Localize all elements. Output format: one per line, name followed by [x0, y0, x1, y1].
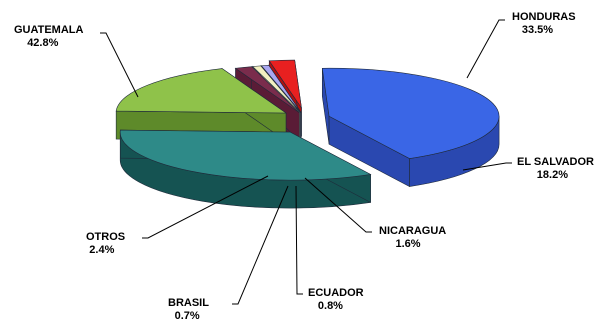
leader-line	[462, 162, 512, 171]
leader-lines	[100, 19, 512, 305]
slice-top	[234, 66, 300, 113]
slice-top	[321, 67, 500, 159]
leader-line	[466, 19, 505, 79]
slice-label-name: EL SALVADOR	[517, 156, 594, 168]
slice-label-name: ECUADOR	[308, 287, 364, 299]
slice-label: ECUADOR 0.8%	[308, 287, 364, 312]
pie-slices	[115, 59, 500, 209]
slice-label-value: 1.6%	[396, 238, 421, 250]
leader-line	[142, 175, 269, 239]
slice-label-value: 0.8%	[318, 300, 343, 312]
slice-labels: GUATEMALA 42.8% HONDURAS 33.5% EL SALVADOR 18…	[14, 11, 594, 322]
slice-label: EL SALVADOR 18.2%	[517, 156, 594, 181]
slice-label-name: NICARAGUA	[379, 225, 446, 237]
slice-top	[251, 65, 301, 113]
leader-line	[295, 185, 303, 295]
slice-label: OTROS 2.4%	[86, 231, 125, 256]
slice-top	[260, 65, 302, 113]
slice-label-value: 0.7%	[175, 310, 200, 322]
leader-line	[232, 185, 289, 305]
pie-slice-guatemala	[321, 67, 500, 188]
leader-line	[304, 177, 372, 233]
slice-label-name: GUATEMALA	[14, 24, 84, 36]
slice-label-name: HONDURAS	[512, 11, 576, 23]
slice-label: GUATEMALA 42.8%	[14, 24, 84, 49]
slice-top	[119, 129, 372, 181]
slice-label-name: OTROS	[86, 231, 125, 243]
slice-label-value: 42.8%	[27, 37, 58, 49]
slice-label: HONDURAS 33.5%	[512, 11, 576, 36]
slice-label-value: 2.4%	[89, 244, 114, 256]
pie-slice-honduras	[119, 129, 372, 209]
slice-label-value: 33.5%	[522, 24, 553, 36]
slice-label: NICARAGUA 1.6%	[379, 225, 446, 250]
slice-label-name: BRASIL	[168, 297, 209, 309]
leader-line	[100, 32, 139, 98]
slice-top	[115, 68, 287, 114]
slice-label: BRASIL 0.7%	[168, 297, 209, 322]
slice-top	[268, 59, 302, 109]
slice-label-value: 18.2%	[537, 169, 568, 181]
